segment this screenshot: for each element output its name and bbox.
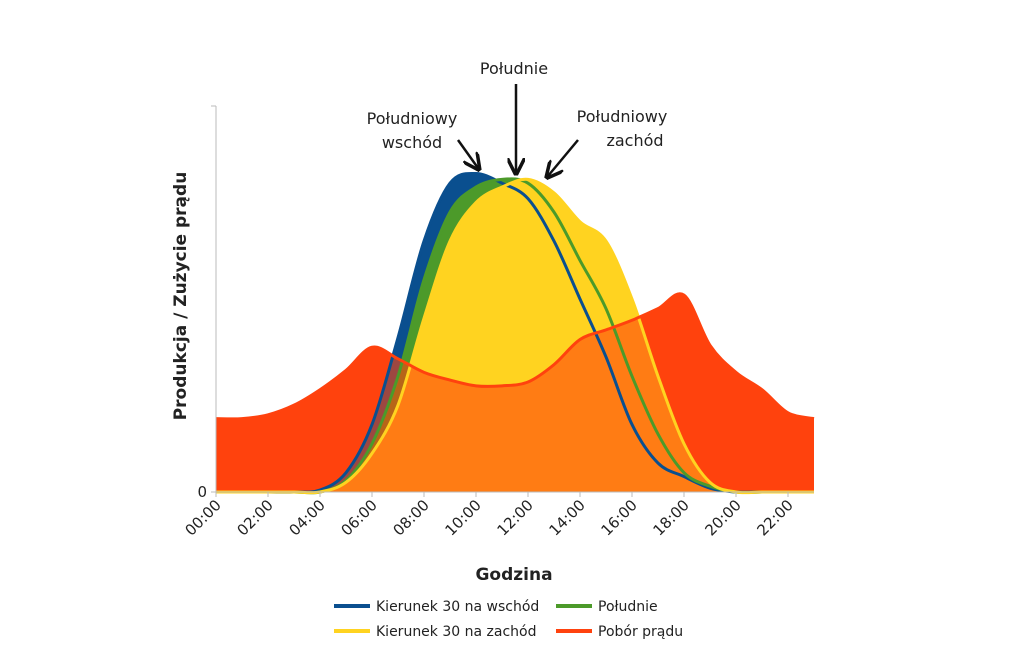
x-tick-label: 18:00 — [650, 496, 693, 539]
x-tick-label: 00:00 — [182, 496, 225, 539]
x-tick-label: 02:00 — [234, 496, 277, 539]
x-tick-label: 06:00 — [338, 496, 381, 539]
annotation: Południowy — [577, 107, 668, 126]
x-tick-label: 10:00 — [442, 496, 485, 539]
x-tick-label: 20:00 — [702, 496, 745, 539]
x-tick-label: 14:00 — [546, 496, 589, 539]
legend-label: Pobór prądu — [598, 624, 683, 640]
x-tick-label: 22:00 — [754, 496, 797, 539]
legend-label: Kierunek 30 na zachód — [376, 624, 536, 640]
legend-label: Kierunek 30 na wschód — [376, 599, 539, 615]
annotation: Południowy — [367, 109, 458, 128]
x-tick-label: 08:00 — [390, 496, 433, 539]
plot-area — [215, 171, 815, 495]
legend-label: Południe — [598, 599, 658, 615]
x-tick-label: 04:00 — [286, 496, 329, 539]
series-line — [215, 171, 814, 494]
y-tick-label: 0 — [197, 483, 207, 501]
arrow — [456, 139, 478, 168]
y-axis-title: Produkcja / Zużycie prądu — [171, 172, 191, 421]
arrow — [548, 139, 579, 176]
series-line — [215, 292, 815, 421]
annotation: zachód — [606, 131, 663, 150]
x-tick-label: 16:00 — [598, 496, 641, 539]
annotation: Południe — [480, 59, 548, 78]
x-tick-label: 12:00 — [494, 496, 537, 539]
x-axis-title: Godzina — [475, 565, 552, 585]
annotation: wschód — [382, 133, 442, 152]
legend: Kierunek 30 na wschód Południe Kierunek 30… — [334, 599, 683, 640]
